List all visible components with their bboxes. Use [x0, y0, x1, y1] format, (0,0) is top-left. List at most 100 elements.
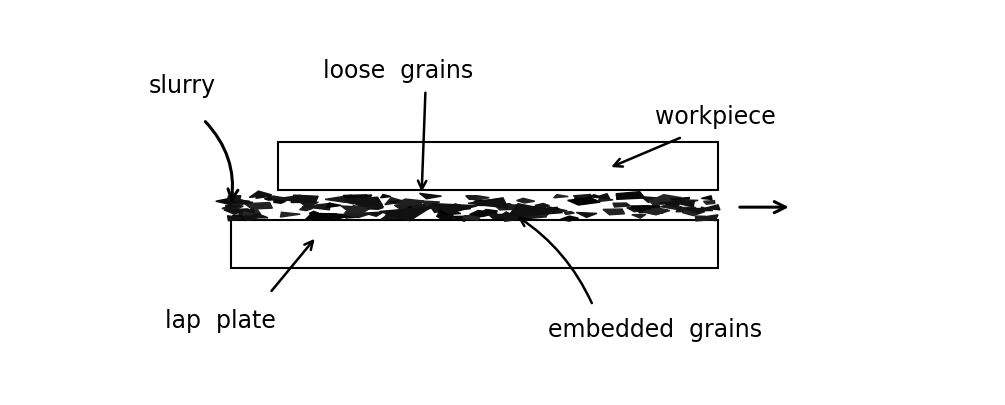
Polygon shape: [243, 210, 260, 216]
Polygon shape: [535, 204, 550, 208]
Polygon shape: [475, 200, 499, 206]
Polygon shape: [463, 216, 480, 220]
Polygon shape: [496, 212, 519, 219]
Polygon shape: [225, 206, 240, 209]
Polygon shape: [303, 204, 331, 210]
Polygon shape: [420, 201, 439, 207]
Polygon shape: [222, 205, 243, 210]
Polygon shape: [706, 205, 720, 210]
Polygon shape: [345, 206, 372, 213]
Text: embedded  grains: embedded grains: [548, 317, 763, 341]
Polygon shape: [327, 204, 342, 208]
Polygon shape: [432, 204, 477, 214]
Polygon shape: [367, 205, 384, 209]
Bar: [231, 220, 718, 269]
Polygon shape: [239, 201, 253, 205]
Polygon shape: [544, 207, 567, 214]
Polygon shape: [613, 203, 630, 207]
Text: lap  plate: lap plate: [165, 308, 275, 332]
Polygon shape: [394, 206, 429, 213]
Polygon shape: [669, 201, 678, 205]
Polygon shape: [704, 201, 715, 205]
Polygon shape: [396, 200, 424, 207]
Polygon shape: [603, 209, 624, 215]
Polygon shape: [384, 214, 404, 220]
Polygon shape: [695, 217, 711, 222]
Polygon shape: [685, 200, 698, 203]
Polygon shape: [477, 196, 489, 200]
Polygon shape: [573, 195, 591, 200]
Polygon shape: [411, 206, 432, 211]
Polygon shape: [473, 201, 485, 204]
Text: workpiece: workpiece: [655, 105, 776, 129]
Polygon shape: [336, 198, 358, 205]
Polygon shape: [390, 200, 408, 205]
Polygon shape: [273, 200, 285, 204]
Polygon shape: [560, 217, 579, 222]
Polygon shape: [649, 201, 664, 205]
Polygon shape: [669, 200, 686, 204]
Polygon shape: [546, 208, 560, 212]
Polygon shape: [568, 198, 600, 205]
Polygon shape: [483, 211, 496, 215]
Polygon shape: [641, 197, 661, 203]
Polygon shape: [589, 195, 602, 198]
Polygon shape: [344, 195, 370, 203]
Polygon shape: [419, 194, 441, 199]
Polygon shape: [264, 198, 277, 200]
Polygon shape: [521, 213, 547, 219]
Polygon shape: [520, 207, 546, 212]
Polygon shape: [540, 208, 560, 213]
Polygon shape: [499, 204, 515, 208]
Polygon shape: [280, 213, 300, 217]
Polygon shape: [306, 214, 337, 220]
Polygon shape: [651, 209, 667, 214]
Polygon shape: [676, 201, 694, 207]
Polygon shape: [407, 207, 418, 210]
Polygon shape: [670, 198, 689, 204]
Polygon shape: [682, 210, 705, 216]
Polygon shape: [699, 215, 718, 221]
Polygon shape: [642, 206, 654, 210]
Polygon shape: [429, 205, 454, 213]
Polygon shape: [595, 194, 610, 199]
Polygon shape: [554, 195, 568, 198]
Polygon shape: [701, 196, 713, 200]
Polygon shape: [564, 212, 574, 215]
Text: loose  grains: loose grains: [323, 58, 473, 82]
Polygon shape: [519, 215, 532, 218]
Polygon shape: [227, 216, 244, 221]
Polygon shape: [325, 196, 352, 203]
Polygon shape: [236, 201, 249, 205]
Polygon shape: [480, 210, 497, 214]
Polygon shape: [576, 213, 597, 218]
Polygon shape: [244, 203, 272, 209]
Polygon shape: [627, 207, 651, 212]
Polygon shape: [249, 192, 271, 198]
Polygon shape: [504, 213, 530, 222]
Polygon shape: [650, 195, 681, 204]
Polygon shape: [272, 196, 293, 203]
Polygon shape: [385, 198, 405, 205]
Polygon shape: [291, 196, 319, 203]
Polygon shape: [345, 198, 383, 207]
Polygon shape: [504, 213, 529, 219]
Polygon shape: [245, 209, 254, 213]
Polygon shape: [216, 198, 249, 205]
Polygon shape: [437, 207, 460, 216]
Polygon shape: [634, 206, 660, 213]
Polygon shape: [380, 207, 431, 221]
Polygon shape: [255, 194, 272, 199]
Polygon shape: [368, 207, 383, 210]
Polygon shape: [659, 203, 681, 207]
Polygon shape: [643, 209, 670, 215]
Polygon shape: [310, 212, 319, 214]
Polygon shape: [342, 215, 357, 219]
Polygon shape: [457, 207, 469, 210]
Polygon shape: [381, 213, 407, 220]
Polygon shape: [451, 216, 472, 222]
Polygon shape: [684, 209, 708, 213]
Polygon shape: [676, 207, 693, 212]
Polygon shape: [297, 200, 319, 207]
Polygon shape: [360, 196, 372, 198]
